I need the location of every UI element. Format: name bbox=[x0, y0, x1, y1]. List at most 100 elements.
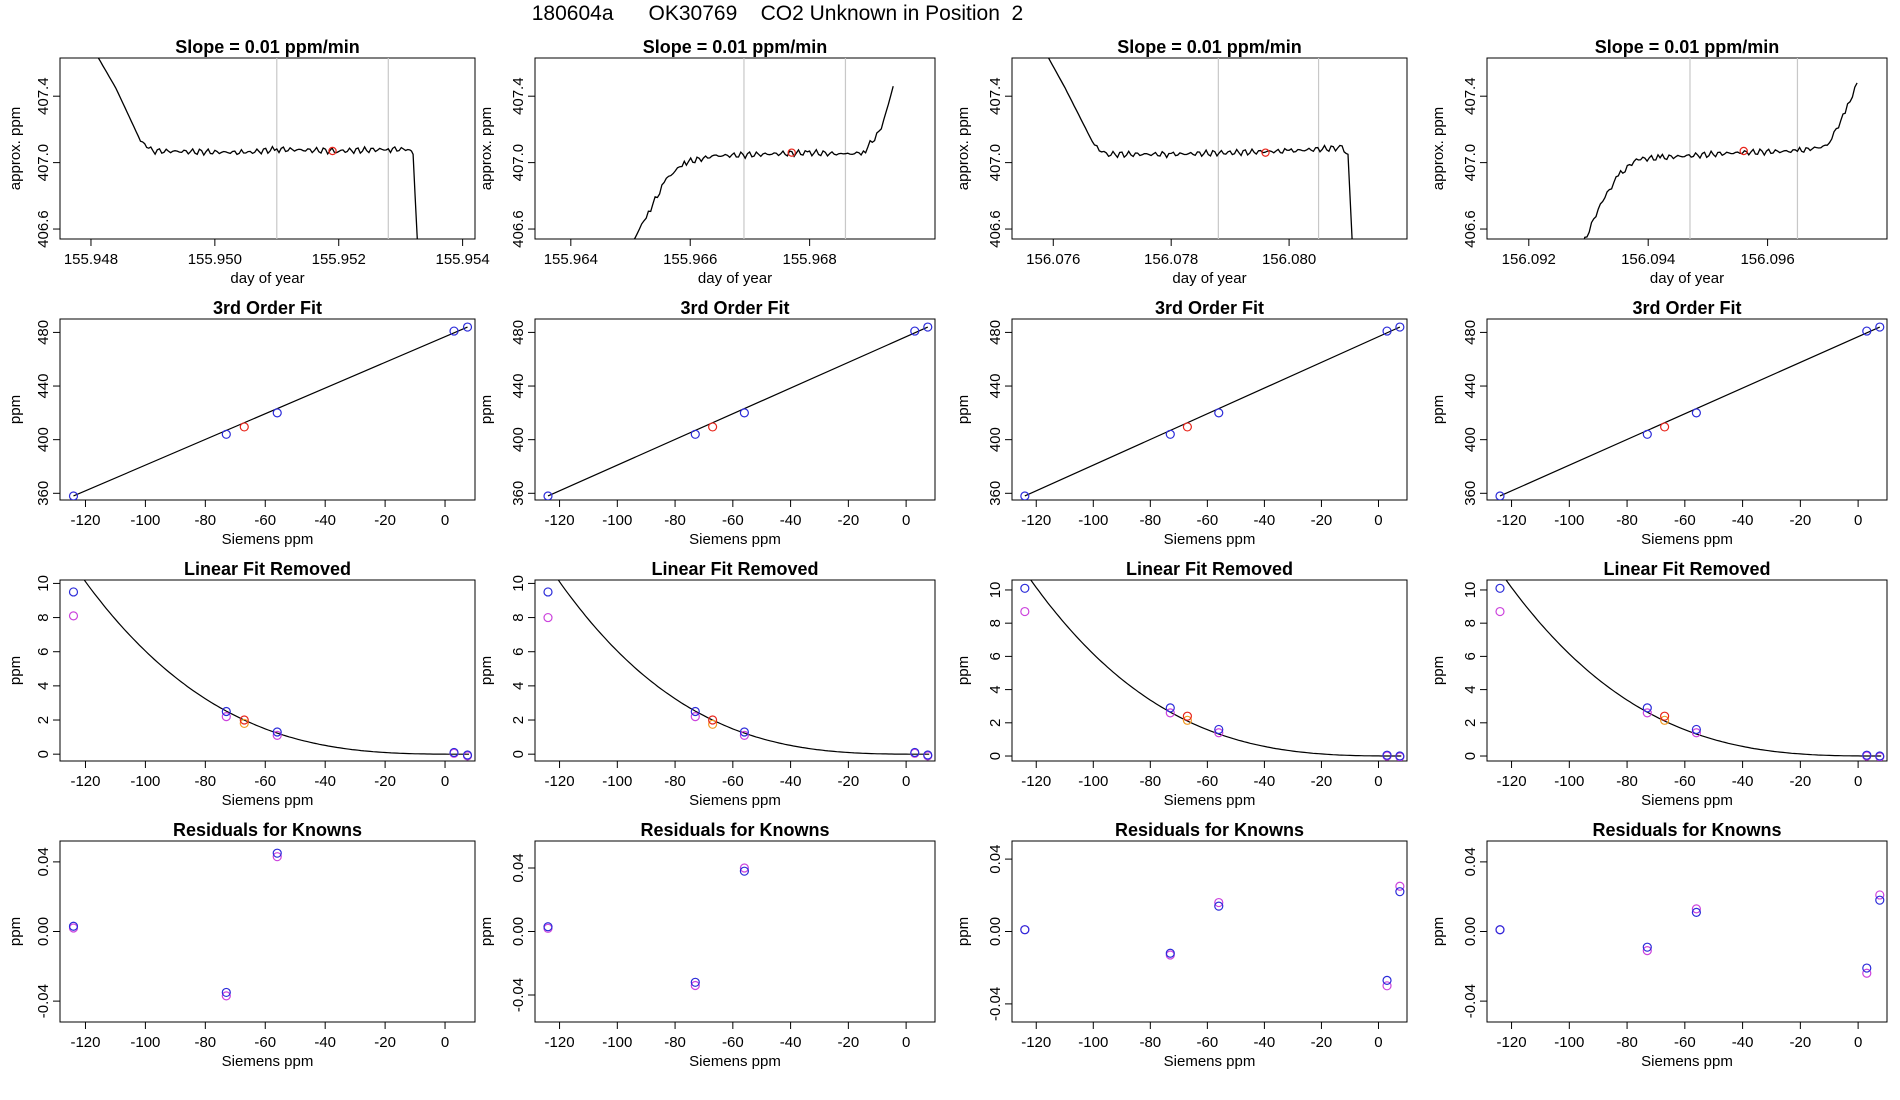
plot-frame bbox=[1486, 579, 1888, 762]
plot-area bbox=[633, 58, 894, 239]
x-tick-label: -120 bbox=[1497, 512, 1527, 529]
x-tick-label: 155.966 bbox=[663, 251, 717, 268]
known-point bbox=[68, 921, 79, 931]
x-tick-label: -20 bbox=[838, 1034, 860, 1051]
y-tick-label: 4 bbox=[1462, 685, 1479, 693]
y-tick-label: 0.04 bbox=[987, 844, 1004, 873]
x-tick-label: -60 bbox=[1674, 773, 1696, 790]
x-tick-label: -20 bbox=[838, 773, 860, 790]
x-tick-label: -20 bbox=[374, 512, 396, 529]
x-tick-label: -80 bbox=[1139, 773, 1161, 790]
plot-frame bbox=[1486, 57, 1888, 240]
x-tick-label: -100 bbox=[1554, 512, 1584, 529]
y-tick-label: 440 bbox=[510, 374, 527, 399]
x-tick-label: 156.076 bbox=[1026, 251, 1080, 268]
alt-known-point bbox=[221, 991, 231, 1001]
x-tick-label: -40 bbox=[780, 773, 802, 790]
known-point bbox=[1214, 408, 1224, 418]
x-axis-label: Siemens ppm bbox=[1641, 792, 1733, 809]
x-tick-label: -100 bbox=[1554, 773, 1584, 790]
x-tick-label: -120 bbox=[70, 512, 100, 529]
x-tick-label: 0 bbox=[1854, 773, 1862, 790]
alt-known-point bbox=[1495, 606, 1505, 617]
alt-known-point bbox=[1214, 728, 1224, 738]
x-tick-label: -100 bbox=[130, 1034, 160, 1051]
x-tick-label: -20 bbox=[374, 1034, 396, 1051]
x-tick-label: 0 bbox=[1374, 1034, 1382, 1051]
plot-area bbox=[1020, 881, 1405, 991]
y-tick-label: 406.6 bbox=[1462, 210, 1479, 248]
fit-curve bbox=[1505, 580, 1882, 757]
x-tick-label: -60 bbox=[1197, 773, 1219, 790]
plot-frame bbox=[1011, 57, 1408, 240]
ppm-trace-line bbox=[633, 86, 894, 239]
x-tick-label: -80 bbox=[194, 512, 216, 529]
x-tick-label: -80 bbox=[1616, 773, 1638, 790]
x-tick-label: 0 bbox=[441, 773, 449, 790]
known-point bbox=[543, 491, 553, 500]
y-tick-label: 8 bbox=[1462, 619, 1479, 627]
x-tick-label: -60 bbox=[722, 773, 744, 790]
x-axis-label: Siemens ppm bbox=[689, 531, 781, 548]
plot-frame bbox=[59, 579, 476, 762]
panel-title: Slope = 0.01 ppm/min bbox=[1117, 37, 1302, 57]
panel-title: Residuals for Knowns bbox=[1115, 820, 1304, 840]
y-tick-label: 480 bbox=[987, 320, 1004, 345]
y-axis-label: approx. ppm bbox=[1430, 107, 1447, 190]
x-axis-label: Siemens ppm bbox=[222, 792, 314, 809]
y-tick-label: 4 bbox=[987, 685, 1004, 693]
mean-marker-point bbox=[1739, 146, 1748, 156]
plot-frame bbox=[59, 57, 476, 240]
known-point bbox=[1214, 724, 1224, 735]
y-tick-label: 480 bbox=[35, 320, 52, 345]
panel-title: Linear Fit Removed bbox=[1603, 559, 1770, 579]
x-tick-label: -80 bbox=[194, 773, 216, 790]
x-tick-label: -120 bbox=[1021, 773, 1051, 790]
plot-frame bbox=[534, 57, 936, 240]
unknown-point bbox=[1660, 711, 1670, 721]
y-tick-label: 2 bbox=[1462, 719, 1479, 727]
x-tick-label: 0 bbox=[1374, 773, 1382, 790]
plot-frame bbox=[1011, 840, 1408, 1023]
y-tick-label: 2 bbox=[987, 719, 1004, 727]
known-point bbox=[449, 326, 459, 336]
known-point bbox=[1862, 963, 1872, 973]
known-point bbox=[449, 747, 459, 758]
alt-known-point bbox=[272, 852, 282, 862]
ppm-trace-line bbox=[1047, 58, 1353, 239]
fit-line bbox=[1499, 326, 1881, 497]
y-tick-label: 0.04 bbox=[35, 847, 52, 876]
y-tick-label: 0.00 bbox=[35, 917, 52, 946]
known-point bbox=[1395, 887, 1405, 897]
known-point bbox=[462, 750, 473, 760]
known-point bbox=[1495, 583, 1505, 593]
x-axis-label: Siemens ppm bbox=[1641, 1053, 1733, 1070]
x-tick-label: -120 bbox=[1497, 773, 1527, 790]
y-tick-label: 360 bbox=[987, 481, 1004, 506]
y-tick-label: 0.00 bbox=[510, 917, 527, 946]
y-axis-label: ppm bbox=[7, 656, 24, 685]
panel-r1c2: 3rd Order Fit -120 -100 -80 -60 -40 -20 0 360 400… bbox=[7, 298, 476, 548]
alt-known-point bbox=[1875, 890, 1885, 900]
known-point bbox=[221, 706, 231, 717]
panel-title: Residuals for Knowns bbox=[1592, 820, 1781, 840]
known-point bbox=[910, 326, 920, 336]
x-tick-label: -40 bbox=[1732, 1034, 1754, 1051]
x-tick-label: 0 bbox=[902, 773, 910, 790]
x-tick-label: 155.952 bbox=[312, 251, 366, 268]
x-tick-label: -20 bbox=[1790, 773, 1812, 790]
fit-curve bbox=[557, 580, 930, 755]
known-point bbox=[690, 977, 700, 987]
y-tick-label: 6 bbox=[1462, 652, 1479, 660]
x-tick-label: -120 bbox=[70, 773, 100, 790]
known-point bbox=[1875, 895, 1885, 905]
alt-unknown-point bbox=[708, 719, 718, 729]
y-axis-label: ppm bbox=[478, 656, 495, 685]
figure-title: 180604a OK30769 CO2 Unknown in Position … bbox=[531, 2, 1024, 25]
known-point bbox=[1020, 491, 1030, 500]
x-tick-label: -100 bbox=[1554, 1034, 1584, 1051]
x-tick-label: 156.096 bbox=[1740, 251, 1794, 268]
known-point bbox=[1875, 322, 1885, 332]
x-tick-label: 155.964 bbox=[544, 251, 598, 268]
